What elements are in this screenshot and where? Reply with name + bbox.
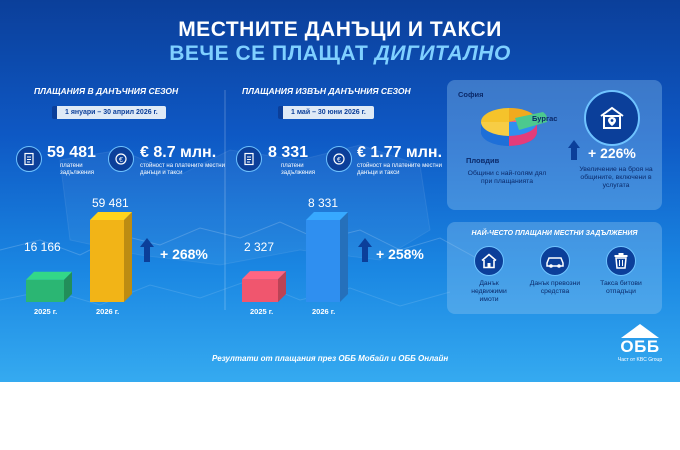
building-location-icon bbox=[584, 90, 640, 146]
season-count-label: платени задължения bbox=[60, 163, 94, 176]
house-icon bbox=[474, 246, 504, 276]
document-icon bbox=[16, 146, 42, 172]
season-amount-label: стойност на платените местни данъци и та… bbox=[140, 163, 225, 176]
season-period: 1 януари – 30 април 2026 г. bbox=[52, 106, 166, 119]
offseason-amount-label: стойност на платените местни данъци и та… bbox=[357, 163, 442, 176]
municipalities-arrow-up-icon bbox=[568, 140, 580, 160]
offseason-bar-chart bbox=[242, 212, 348, 302]
municipalities-growth-caption: Увеличение на броя на общините, включени… bbox=[579, 166, 653, 189]
pie-caption: Общини с най-голям дял при плащанията bbox=[467, 170, 547, 185]
pie-chart-3d bbox=[481, 107, 548, 146]
infographic-canvas: МЕСТНИТЕ ДАНЪЦИ И ТАКСИ ВЕЧЕ СЕ ПЛАЩАТ Д… bbox=[0, 0, 680, 382]
season-bar-2025-value: 16 166 bbox=[24, 240, 61, 254]
offseason-period: 1 май – 30 юни 2026 г. bbox=[278, 106, 374, 119]
season-bar-2026-year: 2026 г. bbox=[96, 307, 120, 316]
offseason-amount: € 1.77 млн. bbox=[357, 144, 443, 161]
season-count: 59 481 bbox=[47, 144, 96, 161]
season-bar-2026-value: 59 481 bbox=[92, 196, 129, 210]
car-icon bbox=[540, 246, 570, 276]
euro-coins-icon: € bbox=[108, 146, 134, 172]
brand-name: ОББ bbox=[620, 337, 660, 356]
brand-subtitle: Част от KBC Group bbox=[617, 357, 663, 363]
frequent-heading: НАЙ-ЧЕСТО ПЛАЩАНИ МЕСТНИ ЗАДЪЛЖЕНИЯ bbox=[471, 230, 638, 237]
offseason-bar-2025-value: 2 327 bbox=[244, 240, 275, 254]
offseason-arrow-up-icon bbox=[358, 238, 372, 262]
city-sofia: София bbox=[458, 90, 484, 99]
season-bar-chart bbox=[26, 212, 132, 302]
svg-text:€: € bbox=[337, 157, 341, 164]
frequent-item-waste-fee: Такса битови отпадъци bbox=[600, 280, 642, 295]
city-burgas: Бургас bbox=[532, 114, 558, 123]
frequent-item-property-tax: Данък недвижими имоти bbox=[471, 280, 507, 303]
title-line-2: ВЕЧЕ СЕ ПЛАЩАТ ДИГИТАЛНО bbox=[0, 42, 680, 66]
footer-text: Резултати от плащания през ОББ Мобайл и … bbox=[212, 354, 449, 363]
season-growth: + 268% bbox=[160, 246, 208, 262]
offseason-growth: + 258% bbox=[376, 246, 424, 262]
city-plovdiv: Пловдив bbox=[466, 156, 500, 165]
season-arrow-up-icon bbox=[140, 238, 154, 262]
season-bar-2025 bbox=[26, 271, 72, 302]
season-heading: ПЛАЩАНИЯ В ДАНЪЧНИЯ СЕЗОН bbox=[34, 86, 179, 96]
municipalities-growth: + 226% bbox=[588, 145, 636, 161]
season-bar-2025-year: 2025 г. bbox=[34, 307, 58, 316]
offseason-bar-2026-year: 2026 г. bbox=[312, 307, 336, 316]
offseason-count: 8 331 bbox=[268, 144, 309, 161]
obb-logo-icon bbox=[621, 324, 659, 338]
offseason-bar-2026-value: 8 331 bbox=[308, 196, 339, 210]
euro-coins-icon: € bbox=[326, 146, 352, 172]
offseason-bar-2025-year: 2025 г. bbox=[250, 307, 274, 316]
offseason-count-label: платени задължения bbox=[281, 163, 315, 176]
offseason-heading: ПЛАЩАНИЯ ИЗВЪН ДАНЪЧНИЯ СЕЗОН bbox=[242, 86, 411, 96]
season-amount: € 8.7 млн. bbox=[140, 144, 217, 161]
title-line-2-a: ВЕЧЕ СЕ ПЛАЩАТ bbox=[169, 42, 375, 65]
title-line-2-b: ДИГИТАЛНО bbox=[374, 42, 511, 65]
title-line-1: МЕСТНИТЕ ДАНЪЦИ И ТАКСИ bbox=[178, 18, 502, 41]
trash-bin-icon bbox=[606, 246, 636, 276]
season-bar-2026 bbox=[90, 212, 132, 302]
frequent-item-vehicle-tax: Данък превозни средства bbox=[529, 280, 581, 295]
offseason-bar-2026 bbox=[306, 212, 348, 302]
offseason-bar-2025 bbox=[242, 271, 286, 302]
document-icon bbox=[236, 146, 262, 172]
svg-text:€: € bbox=[119, 157, 123, 164]
